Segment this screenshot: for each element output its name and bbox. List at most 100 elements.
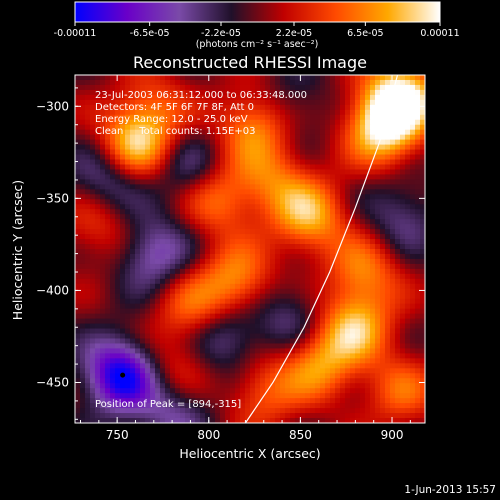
heatmap-cell: [325, 263, 331, 270]
heatmap-cell: [375, 273, 381, 280]
heatmap-cell: [320, 288, 326, 295]
heatmap-cell: [345, 373, 351, 379]
heatmap-cell: [380, 114, 386, 121]
heatmap-cell: [120, 343, 126, 349]
heatmap-cell: [265, 308, 271, 315]
heatmap-cell: [290, 383, 296, 389]
heatmap-cell: [305, 149, 311, 155]
heatmap-cell: [245, 129, 251, 136]
heatmap-cell: [255, 194, 261, 200]
heatmap-cell: [215, 298, 221, 305]
heatmap-cell: [125, 214, 131, 220]
heatmap-cell: [280, 348, 286, 354]
heatmap-cell: [100, 194, 106, 200]
heatmap-cell: [305, 159, 311, 165]
heatmap-cell: [100, 308, 106, 315]
heatmap-cell: [220, 124, 226, 131]
heatmap-cell: [245, 214, 251, 220]
heatmap-cell: [345, 403, 351, 409]
heatmap-cell: [100, 338, 106, 344]
heatmap-cell: [155, 214, 161, 220]
heatmap-cell: [120, 214, 126, 220]
heatmap-cell: [145, 169, 151, 175]
heatmap-cell: [270, 164, 276, 170]
heatmap-cell: [255, 408, 261, 414]
heatmap-cell: [90, 129, 96, 136]
heatmap-cell: [275, 383, 281, 389]
heatmap-cell: [165, 234, 171, 240]
heatmap-cell: [150, 283, 156, 290]
heatmap-cell: [300, 343, 306, 349]
heatmap-cell: [310, 134, 316, 141]
heatmap-cell: [105, 229, 111, 235]
heatmap-cell: [220, 104, 226, 111]
heatmap-cell: [245, 234, 251, 240]
heatmap-cell: [185, 368, 191, 374]
heatmap-cell: [375, 244, 381, 250]
heatmap-cell: [80, 84, 86, 91]
heatmap-cell: [150, 109, 156, 116]
heatmap-cell: [345, 204, 351, 210]
heatmap-cell: [245, 373, 251, 379]
heatmap-cell: [135, 229, 141, 235]
heatmap-cell: [190, 413, 196, 419]
heatmap-cell: [290, 293, 296, 300]
heatmap-cell: [190, 229, 196, 235]
heatmap-cell: [170, 408, 176, 414]
heatmap-cell: [75, 278, 81, 285]
heatmap-cell: [130, 418, 136, 423]
heatmap-cell: [280, 94, 286, 101]
heatmap-cell: [80, 154, 86, 160]
heatmap-cell: [390, 99, 396, 106]
heatmap-cell: [400, 199, 406, 205]
heatmap-cell: [170, 229, 176, 235]
heatmap-cell: [280, 328, 286, 334]
heatmap-cell: [155, 124, 161, 131]
heatmap-cell: [95, 114, 101, 121]
heatmap-cell: [285, 278, 291, 285]
heatmap-cell: [265, 194, 271, 200]
heatmap-cell: [125, 363, 131, 369]
heatmap-cell: [210, 378, 216, 384]
heatmap-cell: [205, 169, 211, 175]
heatmap-cell: [140, 338, 146, 344]
heatmap-cell: [175, 124, 181, 131]
heatmap-cell: [400, 398, 406, 404]
heatmap-cell: [370, 338, 376, 344]
heatmap-cell: [95, 214, 101, 220]
heatmap-cell: [325, 288, 331, 295]
heatmap-cell: [265, 244, 271, 250]
heatmap-cell: [135, 194, 141, 200]
heatmap-cell: [405, 244, 411, 250]
heatmap-cell: [345, 363, 351, 369]
heatmap-cell: [350, 224, 356, 230]
heatmap-cell: [90, 109, 96, 116]
heatmap-cell: [380, 99, 386, 106]
heatmap-cell: [270, 263, 276, 270]
heatmap-cell: [145, 239, 151, 245]
heatmap-cell: [405, 323, 411, 329]
heatmap-cell: [265, 179, 271, 185]
heatmap-cell: [365, 75, 371, 81]
heatmap-cell: [220, 89, 226, 96]
heatmap-cell: [325, 79, 331, 86]
heatmap-cell: [290, 149, 296, 155]
heatmap-cell: [395, 174, 401, 180]
heatmap-cell: [275, 318, 281, 324]
heatmap-cell: [405, 408, 411, 414]
heatmap-cell: [330, 169, 336, 175]
heatmap-cell: [325, 308, 331, 315]
heatmap-cell: [415, 139, 421, 145]
heatmap-cell: [115, 358, 121, 364]
heatmap-cell: [315, 109, 321, 116]
heatmap-cell: [365, 288, 371, 295]
heatmap-cell: [365, 144, 371, 150]
heatmap-cell: [235, 268, 241, 275]
heatmap-cell: [260, 99, 266, 106]
heatmap-cell: [180, 104, 186, 111]
heatmap-cell: [210, 109, 216, 116]
heatmap-cell: [325, 318, 331, 324]
heatmap-cell: [205, 114, 211, 121]
heatmap-cell: [285, 75, 291, 81]
heatmap-cell: [265, 99, 271, 106]
